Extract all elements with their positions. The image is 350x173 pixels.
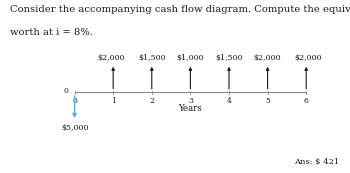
Text: 3: 3 <box>188 97 193 105</box>
Text: 6: 6 <box>304 97 309 105</box>
Text: 0: 0 <box>72 97 77 105</box>
Text: $1,000: $1,000 <box>177 54 204 62</box>
Text: 1: 1 <box>111 97 116 105</box>
Text: Years: Years <box>178 104 202 113</box>
Text: 2: 2 <box>149 97 154 105</box>
Text: 4: 4 <box>226 97 231 105</box>
Text: worth at i = 8%.: worth at i = 8%. <box>10 28 93 37</box>
Text: $2,000: $2,000 <box>97 54 125 62</box>
Text: 5: 5 <box>265 97 270 105</box>
Text: 0: 0 <box>64 87 69 95</box>
Text: $1,500: $1,500 <box>215 54 243 62</box>
Text: Ans: $ 421: Ans: $ 421 <box>294 158 339 166</box>
Text: $2,000: $2,000 <box>254 54 281 62</box>
Text: $5,000: $5,000 <box>61 124 89 132</box>
Text: $1,500: $1,500 <box>138 54 166 62</box>
Text: Consider the accompanying cash flow diagram. Compute the equivalent annual: Consider the accompanying cash flow diag… <box>10 5 350 14</box>
Text: $2,000: $2,000 <box>294 54 322 62</box>
